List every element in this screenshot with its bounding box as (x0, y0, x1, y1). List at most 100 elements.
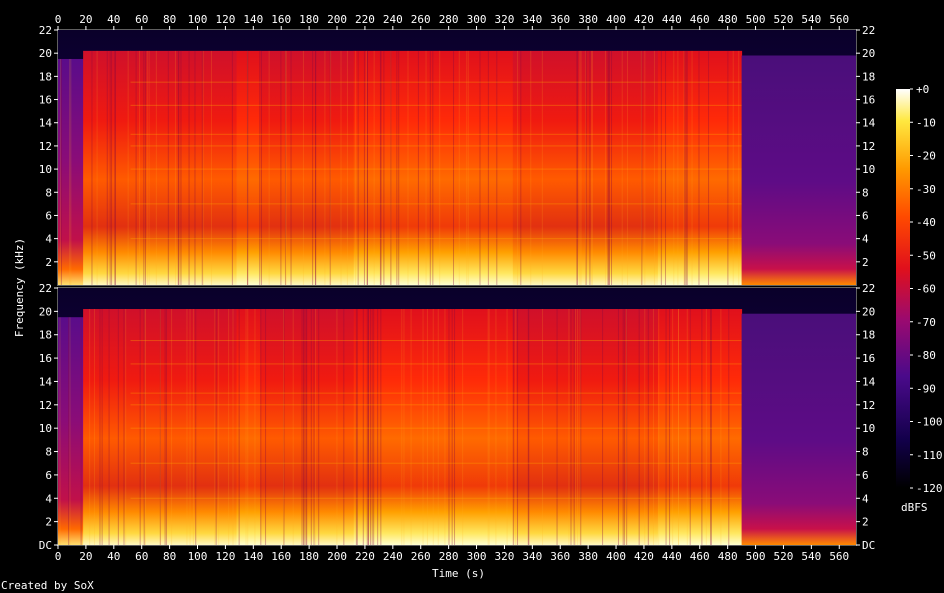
texture-streak (701, 309, 703, 545)
texture-streak (127, 50, 129, 286)
spectral-segment (58, 58, 84, 286)
harmonic-band (130, 340, 742, 342)
texture-streak (146, 50, 148, 286)
harmonic-band (130, 363, 742, 365)
spectral-segment (741, 55, 857, 285)
texture-streak (665, 309, 667, 545)
texture-streak (231, 50, 233, 286)
y-tick-label-right: 22 (862, 282, 875, 295)
x-tick-label-top: 80 (163, 13, 176, 26)
texture-streak (194, 50, 196, 286)
y-tick-label-left: 12 (39, 399, 52, 412)
texture-streak (576, 50, 578, 286)
y-tick-label-left: 10 (39, 422, 52, 435)
spectral-segment (353, 50, 514, 286)
texture-streak (69, 317, 71, 545)
texture-streak (407, 50, 409, 286)
texture-streak (705, 309, 707, 545)
texture-streak (380, 309, 382, 545)
texture-streak (568, 309, 570, 545)
y-tick-label-left: 8 (45, 186, 52, 199)
y-tick-label-right: 4 (862, 492, 869, 505)
texture-streak (720, 309, 722, 545)
texture-streak (144, 50, 146, 286)
texture-streak (403, 309, 405, 545)
x-tick-label-top: 360 (550, 13, 570, 26)
y-tick-label-left: 2 (45, 256, 52, 269)
texture-streak (383, 50, 385, 286)
texture-streak (70, 58, 72, 286)
texture-streak (602, 309, 604, 545)
texture-streak (454, 309, 456, 545)
texture-streak (330, 50, 332, 286)
x-tick-label-top: 500 (746, 13, 766, 26)
texture-streak (644, 50, 646, 286)
spectral-segment (512, 309, 659, 545)
texture-streak (698, 50, 700, 286)
texture-streak (589, 50, 591, 286)
texture-streak (155, 50, 157, 286)
texture-streak (238, 309, 240, 545)
colorbar-tick-label: +0 (916, 83, 929, 96)
x-tick-label-top: 460 (690, 13, 710, 26)
texture-streak (246, 50, 248, 286)
texture-streak (247, 309, 249, 545)
x-tick-label-bottom: 540 (801, 550, 821, 563)
colorbar-tick-label: -20 (916, 150, 936, 163)
spectral-segment (130, 50, 238, 286)
texture-streak (686, 50, 688, 286)
x-tick-label-top: 240 (383, 13, 403, 26)
texture-streak (556, 309, 558, 545)
x-tick-label-bottom: 400 (606, 550, 626, 563)
x-tick-label-bottom: 20 (79, 550, 92, 563)
colorbar-tick-label: -70 (916, 316, 936, 329)
texture-streak (627, 50, 629, 286)
y-tick-label-left: 10 (39, 163, 52, 176)
texture-streak (211, 50, 213, 286)
texture-streak (451, 309, 453, 545)
texture-streak (366, 309, 368, 545)
texture-streak (106, 50, 108, 286)
texture-streak (202, 50, 204, 286)
x-tick-label-bottom: 480 (718, 550, 738, 563)
x-tick-label-top: 180 (299, 13, 319, 26)
texture-streak (144, 309, 146, 545)
texture-streak (69, 58, 71, 286)
y-tick-label-left: 22 (39, 24, 52, 37)
texture-streak (290, 50, 292, 286)
texture-streak (367, 309, 369, 545)
texture-streak (336, 309, 338, 545)
harmonic-band (130, 404, 742, 406)
texture-streak (660, 50, 662, 286)
texture-streak (188, 50, 190, 286)
texture-streak (379, 50, 381, 286)
x-tick-label-top: 140 (243, 13, 263, 26)
texture-streak (214, 309, 216, 545)
texture-streak (117, 309, 119, 545)
texture-streak (189, 309, 191, 545)
texture-streak (268, 50, 270, 286)
credit-text: Created by SoX (1, 579, 94, 592)
texture-streak (369, 309, 371, 545)
texture-streak (371, 309, 373, 545)
colorbar-tick-label: -10 (916, 116, 936, 129)
y-tick-label-left: 16 (39, 94, 52, 107)
texture-streak (340, 50, 342, 286)
colorbar-gradient (896, 89, 910, 488)
texture-streak (621, 50, 623, 286)
texture-streak (570, 309, 572, 545)
colorbar-tick-label: -30 (916, 183, 936, 196)
texture-streak (506, 309, 508, 545)
y-tick-label-left: 6 (45, 209, 52, 222)
texture-streak (710, 309, 712, 545)
x-tick-label-top: 420 (634, 13, 654, 26)
x-tick-label-top: 200 (327, 13, 347, 26)
y-tick-label-right: 12 (862, 140, 875, 153)
y-tick-label-right: 16 (862, 94, 875, 107)
texture-streak (623, 309, 625, 545)
y-tick-label-right: 14 (862, 117, 876, 130)
texture-streak (453, 50, 455, 286)
texture-streak (324, 50, 326, 286)
texture-streak (487, 50, 489, 286)
x-tick-label-top: 260 (411, 13, 431, 26)
